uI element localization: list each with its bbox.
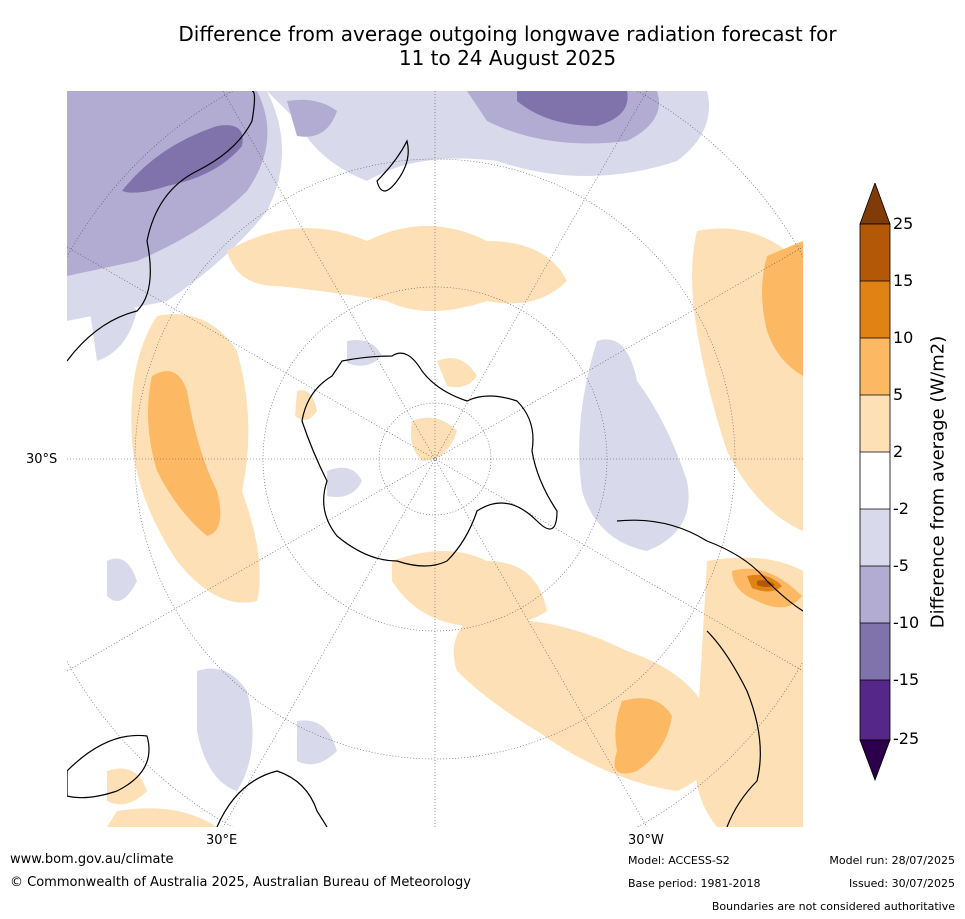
positive-anomaly-regions [107, 226, 803, 827]
footer-issued: Issued: 30/07/2025 [848, 877, 955, 890]
footer-copyright: © Commonwealth of Australia 2025, Austra… [10, 875, 471, 890]
footer-model: Model: ACCESS-S2 [628, 854, 730, 867]
polar-map[interactable] [67, 91, 803, 827]
colorbar-tick: -2 [893, 499, 909, 518]
colorbar-tick: 5 [893, 385, 904, 404]
graticule [67, 91, 803, 827]
colorbar-title: Difference from average (W/m2) [927, 335, 949, 629]
colorbar-tick: -15 [893, 670, 920, 689]
colorbar [858, 181, 892, 782]
lat-label-30s: 30°S [26, 452, 58, 467]
colorbar-tick: 25 [893, 214, 914, 233]
colorbar-tick: 10 [893, 328, 914, 347]
footer-website[interactable]: www.bom.gov.au/climate [10, 852, 174, 867]
chart-title: Difference from average outgoing longwav… [0, 22, 965, 70]
colorbar-tick: 15 [893, 271, 914, 290]
coastlines [67, 91, 803, 827]
footer-disclaimer: Boundaries are not considered authoritat… [711, 900, 955, 913]
negative-anomaly-regions [67, 91, 709, 791]
colorbar-tick: 2 [893, 442, 904, 461]
title-line-1: Difference from average outgoing longwav… [178, 22, 837, 46]
lon-label-30e: 30°E [206, 833, 238, 848]
colorbar-tick: -25 [893, 729, 920, 748]
footer-base-period: Base period: 1981-2018 [628, 877, 761, 890]
footer-model-run: Model run: 28/07/2025 [829, 854, 955, 867]
title-line-2: 11 to 24 August 2025 [398, 46, 617, 70]
colorbar-tick: -5 [893, 556, 909, 575]
lon-label-30w: 30°W [628, 833, 664, 848]
colorbar-tick: -10 [893, 613, 920, 632]
